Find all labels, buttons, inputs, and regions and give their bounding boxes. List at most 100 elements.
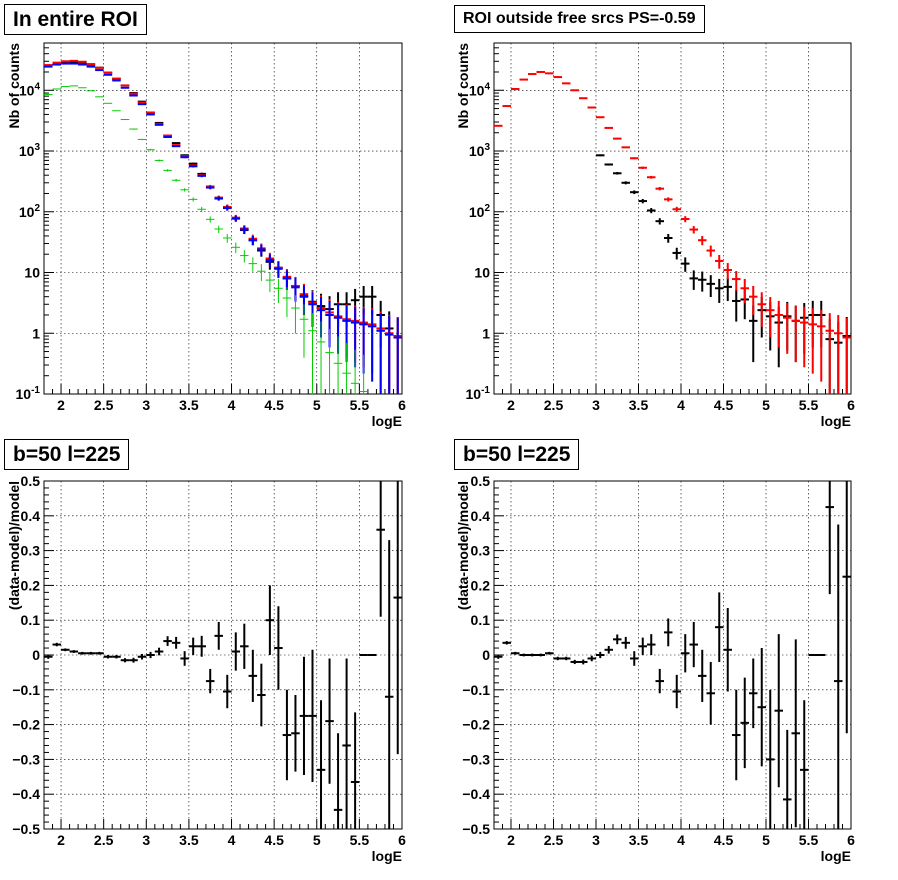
- data-point: [783, 303, 792, 354]
- grid: [494, 43, 852, 394]
- data-point: [188, 197, 198, 202]
- data-point: [163, 169, 172, 172]
- data-point: [791, 305, 800, 363]
- data-point: [214, 196, 223, 201]
- data-point: [834, 524, 843, 829]
- data-point: [706, 661, 715, 725]
- y-tick-label: −0.4: [12, 786, 40, 802]
- data-point: [545, 651, 554, 655]
- y-tick-label: −0.2: [462, 717, 490, 733]
- data-point: [393, 481, 402, 755]
- data-point: [188, 165, 198, 168]
- data-point: [274, 262, 283, 279]
- y-axis-title: Nb of counts: [455, 43, 471, 129]
- x-tick-label: 5.5: [350, 832, 370, 848]
- data-point: [223, 674, 232, 709]
- axes: 2 2.5 3 3.5 4 4.5 5 5.5 6 10-1 1 10 102 103 104 logE Nb …: [6, 42, 406, 429]
- counts-plot-entire-roi: 2 2.5 3 3.5 4 4.5 5 5.5 6 10-1 1 10 102 103 104 logE Nb …: [6, 42, 406, 429]
- data-point: [834, 314, 843, 394]
- data-point: [231, 632, 241, 671]
- axes: 2 2.5 3 3.5 4 4.5 5 5.5 6 10-1 1 10 102 103 104 logE Nb …: [455, 42, 855, 429]
- data-point: [214, 225, 223, 233]
- data-point: [655, 668, 664, 694]
- data-point: [604, 163, 613, 166]
- data-point: [205, 185, 215, 190]
- y-tick-label: 0.4: [21, 508, 41, 524]
- data-point: [240, 226, 249, 234]
- data-point: [61, 648, 70, 652]
- series-blue: [44, 62, 402, 394]
- data-point: [647, 634, 656, 655]
- y-tick-label: 104: [469, 81, 491, 98]
- x-tick-label: 2: [57, 832, 65, 848]
- data-point: [672, 247, 681, 260]
- panel-roi-outside-srcs: 2 2.5 3 3.5 4 4.5 5 5.5 6 10-1 1 10 102 103 104 logE Nb …: [449, 0, 898, 437]
- data-point: [154, 123, 164, 126]
- y-tick-label: 10: [24, 265, 40, 281]
- data-point: [757, 648, 766, 767]
- x-tick-label: 3.5: [179, 397, 199, 413]
- grid: [494, 480, 852, 829]
- data-point: [579, 659, 588, 665]
- data-point: [231, 215, 241, 222]
- data-point: [723, 277, 732, 302]
- data-point: [672, 206, 681, 212]
- plot-title: b=50 l=225: [4, 439, 130, 470]
- data-point: [367, 309, 377, 382]
- x-tick-label: 5.5: [799, 832, 819, 848]
- data-point: [621, 636, 630, 649]
- data-point: [672, 674, 681, 709]
- data-point: [715, 592, 724, 662]
- y-axis-title: (data-model)/model: [455, 481, 471, 610]
- data-point: [384, 540, 394, 829]
- data-point: [562, 656, 571, 661]
- y-tick-label: −0.5: [12, 821, 40, 837]
- data-point: [95, 651, 104, 655]
- counts-plot-outside-srcs: 2 2.5 3 3.5 4 4.5 5 5.5 6 10-1 1 10 102 103 104 logE Nb …: [455, 42, 855, 429]
- data-point: [732, 289, 741, 322]
- x-tick-label: 5: [762, 832, 770, 848]
- x-tick-label: 5.5: [350, 397, 370, 413]
- x-tick-label: 5: [762, 397, 770, 413]
- residual-plot-right: 2 2.5 3 3.5 4 4.5 5 5.5 6 −0.5 −0.4 −0.3 −0.2 −0.1 0 0.…: [455, 473, 855, 864]
- data-point: [240, 623, 249, 669]
- y-tick-label: 104: [19, 81, 41, 98]
- data-point: [630, 157, 639, 160]
- data-point: [681, 257, 690, 272]
- data-point: [112, 655, 121, 659]
- plot-frame: [493, 480, 852, 830]
- data-point: [299, 304, 309, 358]
- data-point: [664, 618, 673, 647]
- data-point: [596, 651, 605, 659]
- grid: [44, 480, 403, 829]
- data-point: [800, 700, 809, 829]
- y-tick-label: 103: [469, 142, 491, 159]
- data-point: [604, 645, 613, 654]
- data-point: [842, 481, 851, 734]
- y-tick-label: −0.1: [12, 682, 40, 698]
- data-point: [783, 729, 792, 829]
- series-green: [44, 85, 368, 394]
- series-black: [494, 481, 851, 829]
- data-point: [342, 343, 351, 394]
- x-tick-label: 3: [592, 832, 600, 848]
- y-tick-label: −0.5: [462, 821, 490, 837]
- data-point: [638, 198, 647, 204]
- plot-title: In entire ROI: [4, 4, 147, 35]
- panel-entire-roi: 2 2.5 3 3.5 4 4.5 5 5.5 6 10-1 1 10 102 103 104 logE Nb …: [0, 0, 449, 437]
- y-tick-label: −0.1: [462, 682, 490, 698]
- x-tick-label: 3.5: [629, 397, 649, 413]
- data-point: [664, 197, 673, 202]
- data-point: [333, 336, 343, 394]
- x-tick-label: 6: [847, 832, 855, 848]
- data-point: [171, 145, 181, 148]
- x-tick-label: 4: [677, 832, 685, 848]
- x-tick-label: 2.5: [544, 397, 564, 413]
- x-tick-label: 2.5: [94, 397, 114, 413]
- data-point: [732, 270, 741, 291]
- x-tick-label: 3: [142, 832, 150, 848]
- data-point: [757, 292, 766, 327]
- y-tick-label: 0.5: [21, 473, 41, 489]
- data-point: [103, 655, 113, 659]
- data-point: [621, 146, 630, 149]
